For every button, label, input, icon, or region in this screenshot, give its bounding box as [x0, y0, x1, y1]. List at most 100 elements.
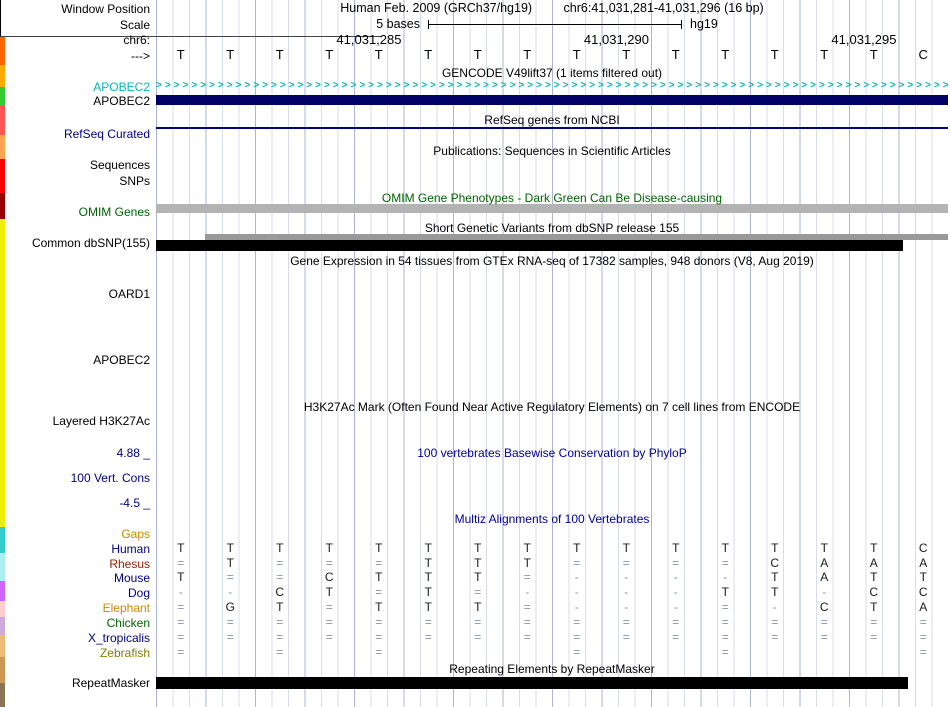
alignment-cell: - [525, 585, 530, 599]
gtex-tissue-bar[interactable] [0, 376, 5, 400]
refseq-track-line[interactable] [156, 127, 948, 129]
gtex-tissue-bar[interactable] [0, 581, 5, 601]
alignment-cell: = [325, 615, 333, 629]
track-label-snps[interactable]: SNPs [119, 174, 150, 188]
track-label-100-vert-cons[interactable]: 100 Vert. Cons [70, 471, 150, 485]
dbsnp-variants-bar[interactable] [156, 240, 903, 251]
species-label-elephant[interactable]: Elephant [102, 601, 150, 615]
alignment-cell: A [820, 570, 829, 584]
gtex-tissue-bar[interactable] [0, 510, 5, 527]
omim-gene-bar[interactable] [156, 204, 948, 213]
alignment-cell: = [375, 585, 383, 599]
track-label-chr6[interactable]: chr6: [123, 33, 150, 47]
gtex-tissue-bar[interactable] [0, 135, 5, 159]
alignment-cell: T [622, 541, 630, 555]
track-label-repeatmasker[interactable]: RepeatMasker [71, 676, 150, 690]
alignment-cell: = [820, 615, 828, 629]
assembly-label: Human Feb. 2009 (GRCh37/hg19) [340, 1, 533, 15]
alignment-cell: = [177, 630, 185, 644]
alignment-cell: = [276, 630, 284, 644]
alignment-cell: = [474, 615, 482, 629]
repeatmasker-repeat-bar[interactable] [156, 677, 908, 689]
alignment-cell: T [276, 541, 284, 555]
species-label-rhesus[interactable]: Rhesus [109, 557, 150, 571]
track-label-oard1[interactable]: OARD1 [108, 287, 150, 301]
track-label-apobec2[interactable]: APOBEC2 [93, 353, 150, 367]
alignment-cell: - [772, 600, 777, 614]
alignment-cell: T [276, 600, 284, 614]
track-title-publications-sequences-in-scientific-artic: Publications: Sequences in Scientific Ar… [433, 144, 671, 158]
gtex-tissue-bar[interactable] [0, 635, 5, 657]
gtex-tissue-bar[interactable] [0, 159, 5, 193]
alignment-cell: - [723, 570, 728, 584]
gencode-transcript-arrows[interactable]: >>>>>>>>>>>>>>>>>>>>>>>>>>>>>>>>>>>>>>>>… [156, 80, 948, 91]
gtex-tissue-bar[interactable] [0, 105, 5, 135]
alignment-cell: = [820, 630, 828, 644]
gtex-tissue-bar[interactable] [0, 683, 5, 707]
alignment-cell: - [624, 600, 629, 614]
gtex-tissue-bar[interactable] [0, 87, 5, 105]
gtex-tissue-bar[interactable] [0, 65, 5, 87]
species-label-gaps[interactable]: Gaps [121, 527, 150, 541]
species-label-chicken[interactable]: Chicken [106, 616, 150, 630]
track-label-apobec2[interactable]: APOBEC2 [93, 94, 150, 108]
gtex-tissue-bar[interactable] [0, 657, 5, 683]
species-label-human[interactable]: Human [111, 542, 150, 556]
gtex-tissue-bar[interactable] [0, 219, 5, 241]
species-label-zebrafish[interactable]: Zebrafish [99, 646, 150, 660]
species-label-mouse[interactable]: Mouse [113, 571, 150, 585]
alignment-cell: = [375, 556, 383, 570]
alignment-cell: T [721, 541, 729, 555]
alignment-cell: T [870, 570, 878, 584]
ruler-tick [0, 12, 1, 24]
gencode-gene-bar[interactable] [156, 95, 948, 105]
gtex-tissue-bar[interactable] [0, 350, 5, 376]
gtex-tissue-bar[interactable] [0, 527, 5, 553]
track-title-repeating-elements-by-repeatmasker: Repeating Elements by RepeatMasker [449, 662, 655, 676]
base-letter: T [770, 47, 779, 62]
base-letter: T [572, 47, 581, 62]
species-label-x-tropicalis[interactable]: X_tropicalis [87, 631, 150, 645]
track-label-4-88[interactable]: 4.88 _ [116, 446, 150, 460]
gtex-tissue-bar[interactable] [0, 290, 5, 318]
gtex-tissue-bar[interactable] [0, 468, 5, 491]
gtex-tissue-bar[interactable] [0, 491, 5, 510]
track-label-[interactable]: ---> [131, 49, 150, 63]
gtex-tissue-bar[interactable] [0, 266, 5, 290]
track-label-scale[interactable]: Scale [119, 18, 150, 32]
gtex-tissue-bar[interactable] [0, 421, 5, 443]
track-label-window-position[interactable]: Window Position [61, 2, 150, 16]
track-title-gencode-v49lift37-1-items-filtered-out: GENCODE V49lift37 (1 items filtered out) [441, 66, 663, 80]
scale-value-label: 5 bases [376, 17, 420, 31]
track-label-4-5[interactable]: -4.5 _ [119, 496, 150, 510]
alignment-cell: - [822, 585, 827, 599]
gtex-tissue-bar[interactable] [0, 193, 5, 219]
alignment-cell: A [820, 556, 829, 570]
alignment-cell: = [919, 615, 927, 629]
species-label-dog[interactable]: Dog [127, 586, 150, 600]
gtex-tissue-bar[interactable] [0, 400, 5, 421]
gtex-tissue-bar[interactable] [0, 443, 5, 468]
track-label-apobec2[interactable]: APOBEC2 [93, 80, 150, 94]
gtex-tissue-bar[interactable] [0, 241, 5, 266]
gtex-tissue-bar[interactable] [0, 318, 5, 350]
gtex-tissue-bar[interactable] [0, 37, 5, 65]
ruler-tick [0, 0, 1, 12]
gtex-tissue-bar[interactable] [0, 553, 5, 581]
alignment-cell: = [177, 556, 185, 570]
base-letter: T [473, 47, 482, 62]
alignment-cell: = [325, 630, 333, 644]
gtex-tissue-bar[interactable] [0, 601, 5, 617]
track-label-refseq-curated[interactable]: RefSeq Curated [63, 127, 150, 141]
track-label-omim-genes[interactable]: OMIM Genes [78, 205, 150, 219]
track-label-sequences[interactable]: Sequences [89, 158, 150, 172]
track-label-layered-h3k27ac[interactable]: Layered H3K27Ac [52, 414, 150, 428]
track-label-common-dbsnp-155[interactable]: Common dbSNP(155) [31, 236, 150, 250]
ruler-coordinate: 41,031,290 [583, 32, 649, 47]
alignment-cell: = [573, 645, 581, 659]
alignment-cell: T [870, 600, 878, 614]
alignment-cell: = [375, 645, 383, 659]
alignment-cell: T [523, 556, 531, 570]
gtex-tissue-bar[interactable] [0, 617, 5, 635]
dbsnp-coverage-bar[interactable] [205, 234, 948, 240]
